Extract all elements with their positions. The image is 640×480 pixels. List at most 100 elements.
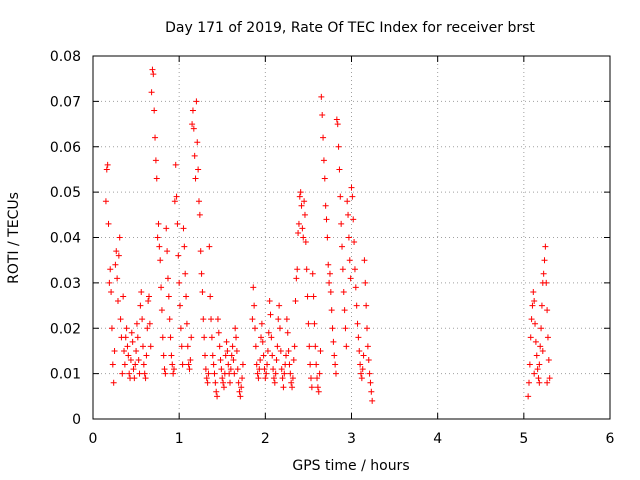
data-point <box>182 270 189 277</box>
data-point <box>226 370 233 377</box>
data-point <box>178 343 185 350</box>
data-point <box>195 198 202 205</box>
data-point <box>238 384 245 391</box>
data-point <box>336 166 343 173</box>
data-point <box>292 298 299 305</box>
data-point <box>204 379 211 386</box>
data-point <box>213 388 220 395</box>
data-point <box>179 361 186 368</box>
data-point <box>333 116 340 123</box>
data-point <box>312 343 319 350</box>
data-point <box>262 375 269 382</box>
data-point <box>168 352 175 359</box>
data-point <box>326 270 333 277</box>
data-point <box>237 393 244 400</box>
data-point <box>127 357 134 364</box>
y-tick-label: 0.07 <box>50 94 81 110</box>
data-point <box>114 298 121 305</box>
data-point <box>544 307 551 314</box>
data-point <box>267 311 274 318</box>
data-point <box>209 352 216 359</box>
data-point <box>301 198 308 205</box>
data-point <box>263 370 270 377</box>
data-point <box>163 225 170 232</box>
data-point <box>340 288 347 295</box>
data-point <box>346 257 353 264</box>
data-point <box>313 361 320 368</box>
data-point <box>186 366 193 373</box>
y-tick-label: 0.05 <box>50 185 81 201</box>
data-point <box>194 139 201 146</box>
data-point <box>133 347 140 354</box>
data-point <box>160 352 167 359</box>
data-point <box>170 370 177 377</box>
data-point <box>327 288 334 295</box>
data-point <box>153 175 160 182</box>
data-point <box>301 211 308 218</box>
data-point <box>154 234 161 241</box>
data-point <box>150 71 157 78</box>
data-point <box>123 325 130 332</box>
data-point <box>530 288 537 295</box>
data-point <box>195 166 202 173</box>
data-point <box>531 298 538 305</box>
data-point <box>543 279 550 286</box>
data-point <box>284 329 291 336</box>
data-point <box>120 293 127 300</box>
data-point <box>538 325 545 332</box>
data-point <box>205 370 212 377</box>
data-point <box>269 352 276 359</box>
data-point <box>140 361 147 368</box>
data-point <box>358 375 365 382</box>
data-point <box>165 293 172 300</box>
data-point <box>115 252 122 259</box>
data-point <box>217 357 224 364</box>
data-point <box>146 320 153 327</box>
data-point <box>285 347 292 354</box>
data-point <box>211 370 218 377</box>
data-point <box>138 288 145 295</box>
data-point <box>320 157 327 164</box>
data-point <box>289 384 296 391</box>
data-point <box>208 334 215 341</box>
data-point <box>339 266 346 273</box>
data-point <box>162 370 169 377</box>
data-point <box>351 239 358 246</box>
data-point <box>148 89 155 96</box>
data-point <box>254 370 261 377</box>
data-point <box>208 316 215 323</box>
data-point <box>298 202 305 209</box>
data-point <box>526 361 533 368</box>
data-point <box>164 248 171 255</box>
data-point <box>287 370 294 377</box>
data-point <box>260 352 267 359</box>
data-point <box>149 66 156 73</box>
data-point <box>227 379 234 386</box>
data-point <box>334 121 341 128</box>
data-point <box>366 370 373 377</box>
y-axis-label: ROTI / TECUs <box>6 192 22 284</box>
data-point <box>323 216 330 223</box>
data-point <box>147 343 154 350</box>
data-point <box>354 320 361 327</box>
data-point <box>106 279 113 286</box>
data-point <box>532 338 539 345</box>
data-point <box>219 375 226 382</box>
data-point <box>311 320 318 327</box>
data-point <box>214 393 221 400</box>
data-point <box>537 343 544 350</box>
y-tick-label: 0.06 <box>50 140 81 156</box>
data-point <box>528 316 535 323</box>
grid-lines <box>93 56 610 419</box>
data-point <box>183 320 190 327</box>
data-point <box>272 370 279 377</box>
data-point <box>137 302 144 309</box>
data-point <box>251 325 258 332</box>
data-point <box>265 329 272 336</box>
data-point <box>540 270 547 277</box>
data-point <box>234 366 241 373</box>
data-point <box>169 361 176 368</box>
data-point <box>309 270 316 277</box>
x-tick-label: 2 <box>261 431 270 447</box>
data-point <box>307 361 314 368</box>
